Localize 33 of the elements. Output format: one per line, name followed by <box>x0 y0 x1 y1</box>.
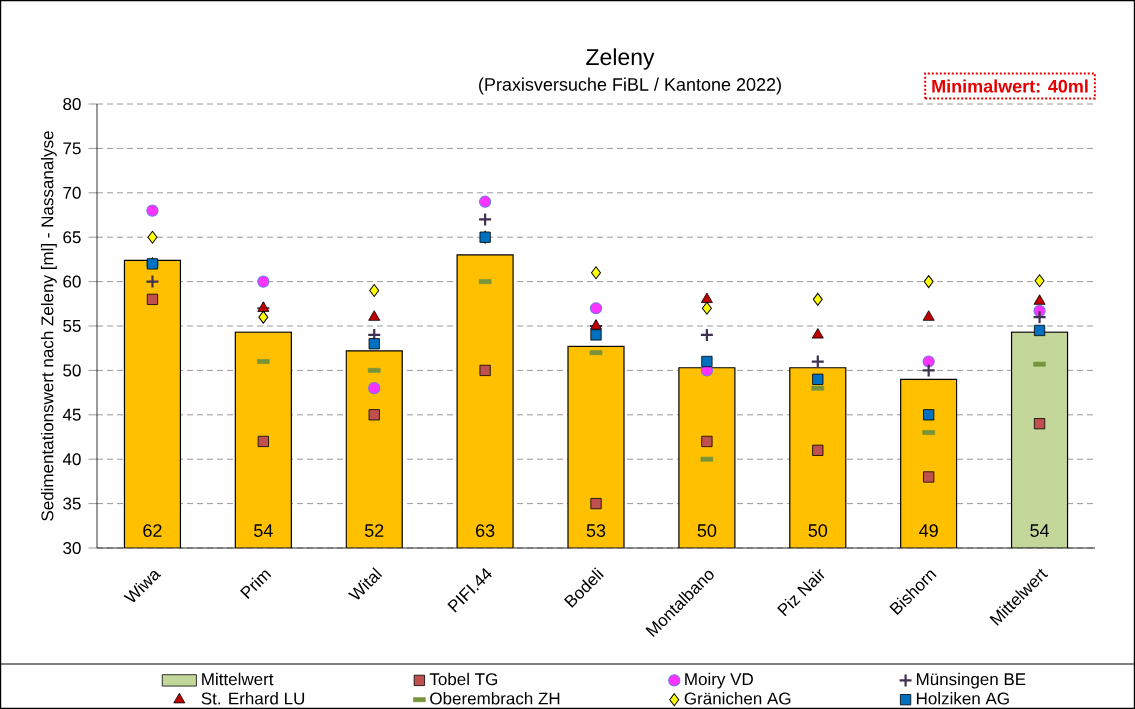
legend-label: Moiry VD <box>685 672 753 689</box>
y-tick-label: 75 <box>63 142 81 155</box>
y-tick-label: 70 <box>63 186 81 199</box>
data-label: 49 <box>919 524 938 537</box>
data-label: 53 <box>586 524 606 537</box>
data-label: 62 <box>143 524 162 537</box>
data-label: 50 <box>808 524 828 537</box>
y-tick-label: 65 <box>63 231 81 244</box>
legend-label: Tobel TG <box>429 672 498 686</box>
y-tick-label: 50 <box>63 364 81 377</box>
y-tick-label: 80 <box>63 98 81 111</box>
y-tick-label: 55 <box>63 320 81 332</box>
y-tick-label: 35 <box>63 497 81 510</box>
y-tick-label: 60 <box>63 275 81 288</box>
y-tick-label: 40 <box>62 453 81 466</box>
data-label: 54 <box>254 524 273 537</box>
x-tick-label: Piz Nair <box>777 569 825 617</box>
legend-label: Münsingen BE <box>916 672 1026 689</box>
legend-label: Holziken AG <box>916 692 1009 705</box>
y-tick-label: 30 <box>63 542 81 555</box>
legend-label: Mittelwert <box>202 672 274 686</box>
chart-subtitle: (Praxisversuche FiBL / Kantone 2022) <box>479 77 781 95</box>
data-label: 63 <box>476 524 495 537</box>
y-axis-title: Sedimentationswert nach Zeleny [ml] - Nassanalyse <box>40 131 57 521</box>
text: Minimalwert: 40ml <box>932 79 1088 93</box>
data-label: 52 <box>364 524 384 537</box>
chart-title: Zeleny <box>586 48 655 70</box>
data-label: 54 <box>1030 524 1050 537</box>
legend-label: Oberembrach ZH <box>430 692 560 705</box>
data-label: 50 <box>697 524 717 537</box>
y-tick-label: 45 <box>62 408 81 421</box>
legend-label: St. Erhard LU <box>201 692 305 705</box>
legend-label: Gränichen AG <box>684 692 791 705</box>
